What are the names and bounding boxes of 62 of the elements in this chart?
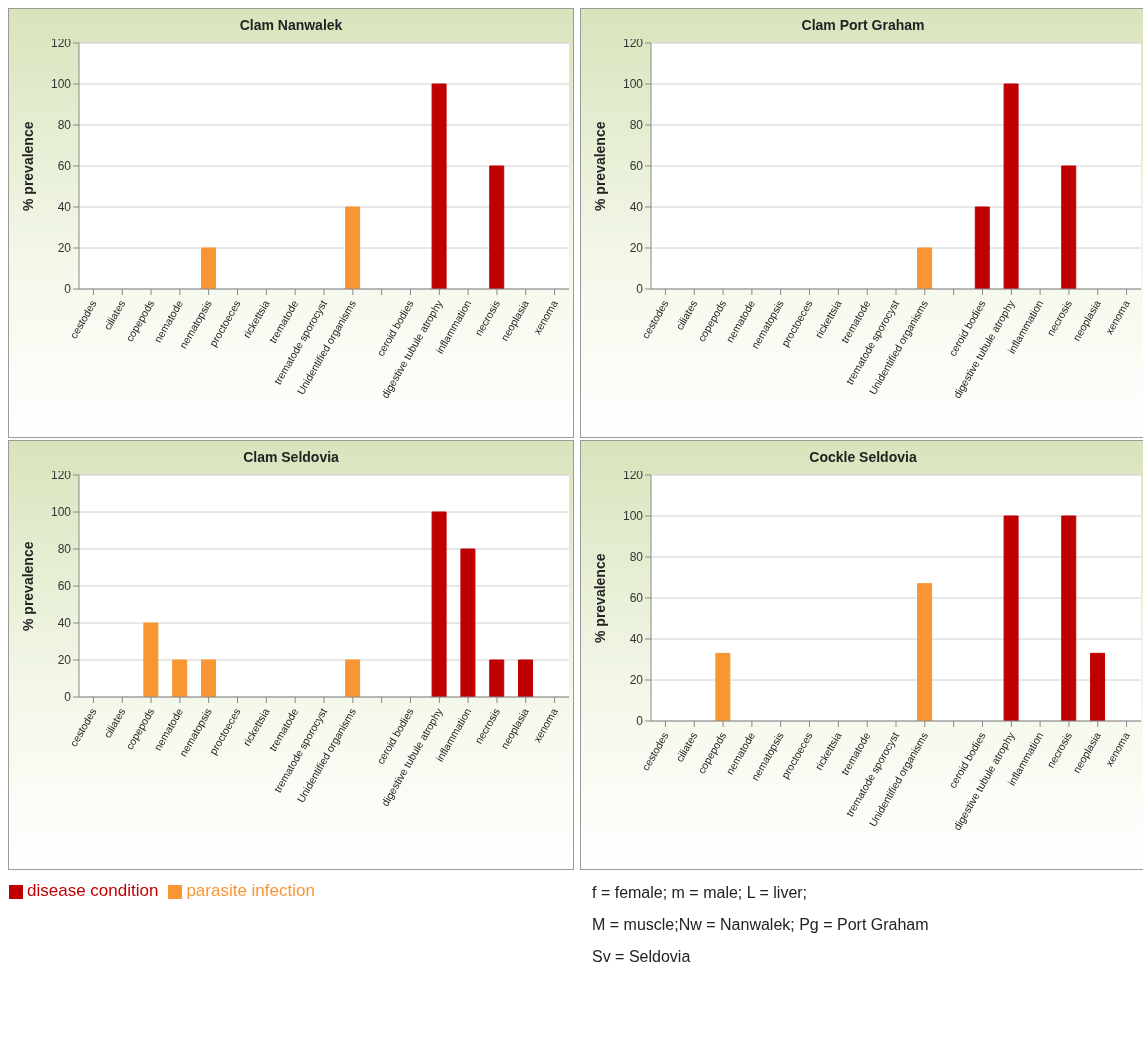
y-axis-title: % prevalence	[591, 121, 608, 211]
y-axis-title: % prevalence	[19, 121, 36, 211]
y-tick-label: 60	[629, 591, 644, 606]
y-axis-title: % prevalence	[591, 553, 608, 643]
y-tick-label: 0	[636, 714, 644, 729]
chart-title: Clam Nanwalek	[238, 17, 344, 33]
y-tick-label: 20	[629, 241, 644, 256]
bar	[172, 659, 188, 697]
y-tick-label: 20	[629, 673, 644, 688]
bar	[1061, 515, 1077, 721]
y-tick-label: 120	[50, 468, 72, 483]
text: f = female; m = male; L = liver;	[592, 884, 809, 902]
bar	[489, 659, 505, 697]
y-tick-label: 40	[57, 200, 72, 215]
bar	[1090, 652, 1106, 721]
bar	[917, 247, 933, 289]
bar	[917, 583, 933, 721]
chart-title: Clam Port Graham	[800, 17, 926, 33]
y-tick-label: 80	[629, 550, 644, 565]
y-axis-title: % prevalence	[19, 541, 36, 631]
bar	[460, 548, 476, 697]
bar	[431, 511, 447, 697]
legend-label: disease condition	[27, 881, 159, 900]
bar	[1003, 83, 1019, 289]
bar	[431, 83, 447, 289]
bar	[345, 659, 361, 697]
y-tick-label: 100	[50, 77, 72, 92]
y-tick-label: 100	[50, 505, 72, 520]
y-tick-label: 40	[629, 200, 644, 215]
y-tick-label: 80	[57, 118, 72, 133]
y-tick-label: 40	[57, 616, 72, 631]
y-tick-label: 0	[64, 690, 72, 705]
y-tick-label: 100	[622, 77, 644, 92]
y-tick-label: 60	[629, 159, 644, 174]
bar	[201, 659, 216, 697]
y-tick-label: 20	[57, 653, 72, 668]
y-tick-label: 80	[629, 118, 644, 133]
bar	[715, 652, 731, 721]
y-tick-label: 120	[622, 468, 644, 483]
legend-label: parasite infection	[186, 881, 315, 900]
y-tick-label: 40	[629, 632, 644, 647]
y-tick-label: 120	[50, 36, 72, 51]
bar	[1061, 165, 1077, 289]
chart-title: Cockle Seldovia	[808, 449, 918, 465]
y-tick-label: 0	[64, 282, 72, 297]
y-tick-label: 60	[57, 159, 72, 174]
y-tick-label: 80	[57, 542, 72, 557]
y-tick-label: 0	[636, 282, 644, 297]
text: Sv = Seldovia	[592, 948, 692, 966]
bar	[201, 247, 216, 289]
bar	[143, 622, 159, 697]
bar	[974, 206, 990, 289]
bar	[489, 165, 505, 289]
chart-title: Clam Seldovia	[242, 449, 340, 465]
bar	[345, 206, 361, 289]
text: M = muscle;Nw = Nanwalek; Pg = Port Graham	[592, 916, 930, 934]
bar	[518, 659, 534, 697]
y-tick-label: 60	[57, 579, 72, 594]
y-tick-label: 120	[622, 36, 644, 51]
y-tick-label: 100	[622, 509, 644, 524]
bar	[1003, 515, 1019, 721]
y-tick-label: 20	[57, 241, 72, 256]
